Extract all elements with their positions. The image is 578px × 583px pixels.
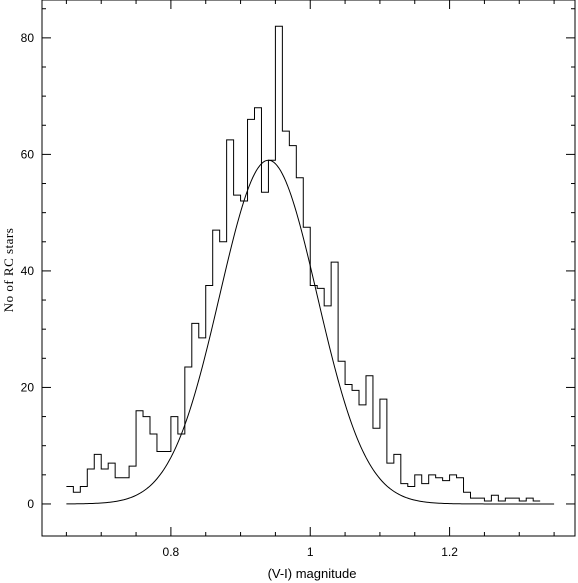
- x-tick-label: 0.8: [163, 545, 180, 559]
- y-tick-label: 40: [21, 264, 35, 278]
- tick-labels-group: 0.8 1 1.2 0 20 40 60 80: [21, 31, 459, 559]
- y-tick-label: 20: [21, 380, 35, 394]
- y-tick-label: 0: [27, 497, 34, 511]
- plot-frame: [41, 0, 576, 537]
- ticks-group: [42, 0, 575, 536]
- x-tick-label: 1.2: [441, 545, 458, 559]
- x-axis-label: (V-I) magnitude: [268, 566, 357, 581]
- gaussian-fit-curve: [66, 159, 555, 505]
- histogram-steps: [66, 25, 541, 502]
- y-tick-label: 60: [21, 147, 35, 161]
- y-tick-label: 80: [21, 31, 35, 45]
- x-tick-label: 1: [307, 545, 314, 559]
- y-axis-label: No of RC stars: [1, 228, 16, 313]
